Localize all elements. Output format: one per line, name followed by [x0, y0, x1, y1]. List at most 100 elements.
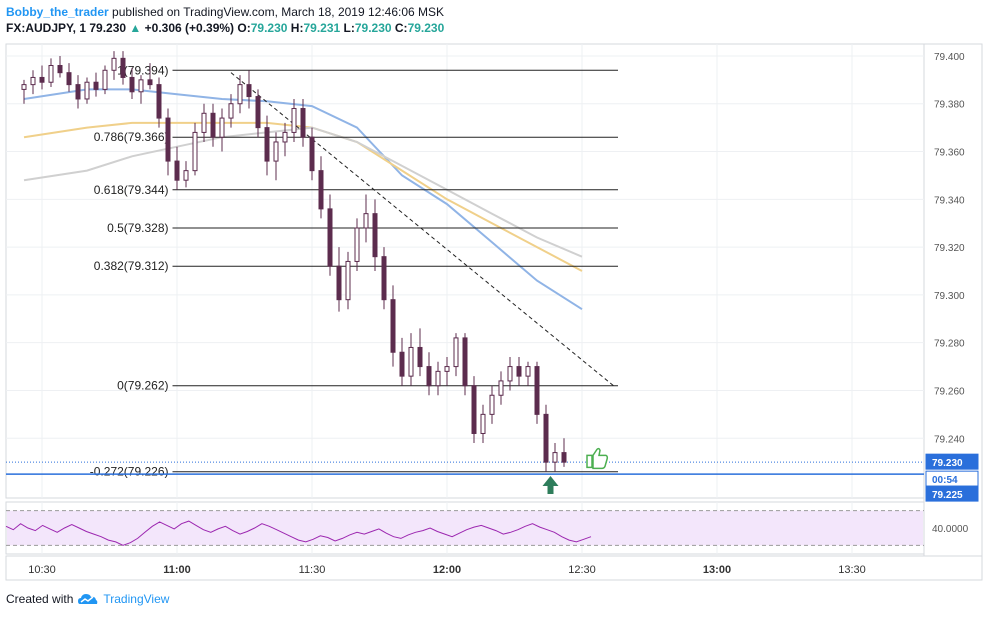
- thumbs-up-shape: [586, 447, 609, 470]
- candle-body: [246, 84, 252, 98]
- candle-body: [561, 452, 567, 463]
- time-axis: [5, 555, 983, 581]
- candle-body: [39, 76, 45, 83]
- candle-body: [255, 96, 261, 129]
- candle-body: [30, 76, 36, 86]
- symbol-name: FX:AUDJPY, 1: [6, 21, 87, 35]
- y-tick-label: 79.380: [934, 100, 965, 111]
- rsi-band: [7, 510, 923, 546]
- x-tick-label: 13:30: [838, 564, 866, 576]
- tradingview-brand[interactable]: TradingView: [103, 592, 170, 606]
- candle-body: [273, 141, 279, 162]
- candle-body: [363, 213, 369, 229]
- up-arrow-icon: ▲: [129, 21, 142, 35]
- thumbs-up-icon: [586, 447, 609, 470]
- candle-body: [327, 208, 333, 267]
- candle-body: [480, 413, 486, 434]
- fib-level-label: 0.786(79.366): [94, 130, 169, 144]
- publish-info: published on TradingView.com, March 18, …: [112, 5, 445, 19]
- y-tick-label: 79.400: [934, 52, 965, 63]
- candle-body: [534, 366, 540, 415]
- level-price-label: 79.225: [932, 490, 963, 501]
- candle-body: [426, 366, 432, 387]
- candle-body: [525, 366, 531, 377]
- rsi-axis-label: 40.0000: [932, 524, 969, 535]
- header-line-1: Bobby_the_trader published on TradingVie…: [6, 4, 444, 20]
- tradingview-cloud-icon: [78, 594, 98, 604]
- fib-level-label: 0.618(79.344): [94, 183, 169, 197]
- candle-body: [462, 337, 468, 387]
- candle-body: [147, 79, 153, 86]
- rsi-line: [5, 520, 592, 546]
- author-name[interactable]: Bobby_the_trader: [6, 5, 109, 19]
- candle-body: [453, 337, 459, 368]
- candle-body: [111, 57, 117, 71]
- candle-body: [390, 299, 396, 353]
- candle-body: [102, 69, 108, 90]
- last-price: 79.230: [89, 21, 127, 35]
- x-tick-label: 12:00: [433, 564, 461, 576]
- candle-body: [264, 127, 270, 162]
- candle-body: [84, 81, 90, 100]
- candle-body: [354, 227, 360, 262]
- moving-average-line: [23, 126, 583, 258]
- candle-body: [300, 108, 306, 138]
- candle-body: [75, 84, 81, 100]
- candle-body: [498, 380, 504, 396]
- candle-body: [282, 131, 288, 143]
- level-price-label-box: [925, 485, 979, 502]
- up-arrow-marker-icon: [542, 476, 559, 494]
- candle-body: [183, 170, 189, 181]
- candle-body: [381, 256, 387, 301]
- candle-body: [21, 84, 27, 90]
- candle-body: [507, 366, 513, 382]
- x-tick-label: 13:00: [703, 564, 731, 576]
- candle-body: [552, 452, 558, 463]
- candle-body: [228, 103, 234, 119]
- y-tick-label: 79.340: [934, 195, 965, 206]
- x-tick-label: 11:30: [299, 564, 326, 576]
- y-tick-label: 79.240: [934, 434, 965, 445]
- footer-branding: Created with TradingView: [6, 592, 169, 606]
- candle-body: [48, 65, 54, 83]
- x-tick-label: 11:00: [163, 564, 191, 576]
- candle-body: [66, 72, 72, 86]
- last-price-label: 79.230: [932, 458, 963, 469]
- x-tick-label: 12:30: [568, 564, 596, 576]
- candle-body: [174, 160, 180, 181]
- candle-body: [516, 366, 522, 377]
- fib-level-label: -0.272(79.226): [90, 465, 169, 479]
- close-value: 79.230: [407, 21, 445, 35]
- candle-body: [291, 108, 297, 133]
- y-tick-label: 79.300: [934, 291, 965, 302]
- candle-body: [237, 84, 243, 105]
- candle-body: [417, 346, 423, 368]
- candle-body: [318, 170, 324, 210]
- candle-body: [372, 213, 378, 258]
- fib-level-label: 0(79.262): [117, 379, 168, 393]
- candle-body: [399, 351, 405, 377]
- candle-body: [489, 394, 495, 415]
- low-value: 79.230: [354, 21, 392, 35]
- candle-body: [543, 413, 549, 463]
- price-change: +0.306 (+0.39%): [144, 21, 235, 35]
- fib-level-label: 0.5(79.328): [107, 221, 168, 235]
- candle-body: [57, 65, 63, 74]
- y-tick-label: 79.280: [934, 339, 965, 350]
- header-line-2: FX:AUDJPY, 1 79.230 ▲ +0.306 (+0.39%) O:…: [6, 20, 444, 36]
- fib-level-label: 1(79.394): [117, 63, 168, 77]
- chart-header: Bobby_the_trader published on TradingVie…: [6, 4, 444, 36]
- created-with-label: Created with: [6, 592, 74, 606]
- open-value: 79.230: [250, 21, 288, 35]
- trend-line: [230, 72, 614, 387]
- candle-body: [444, 366, 450, 372]
- x-tick-label: 10:30: [28, 564, 56, 576]
- candle-body: [165, 117, 171, 162]
- candle-body: [192, 131, 198, 172]
- candle-body: [219, 117, 225, 138]
- candle-body: [471, 385, 477, 434]
- candle-body: [336, 265, 342, 301]
- candle-body: [156, 84, 162, 119]
- candle-body: [210, 112, 216, 138]
